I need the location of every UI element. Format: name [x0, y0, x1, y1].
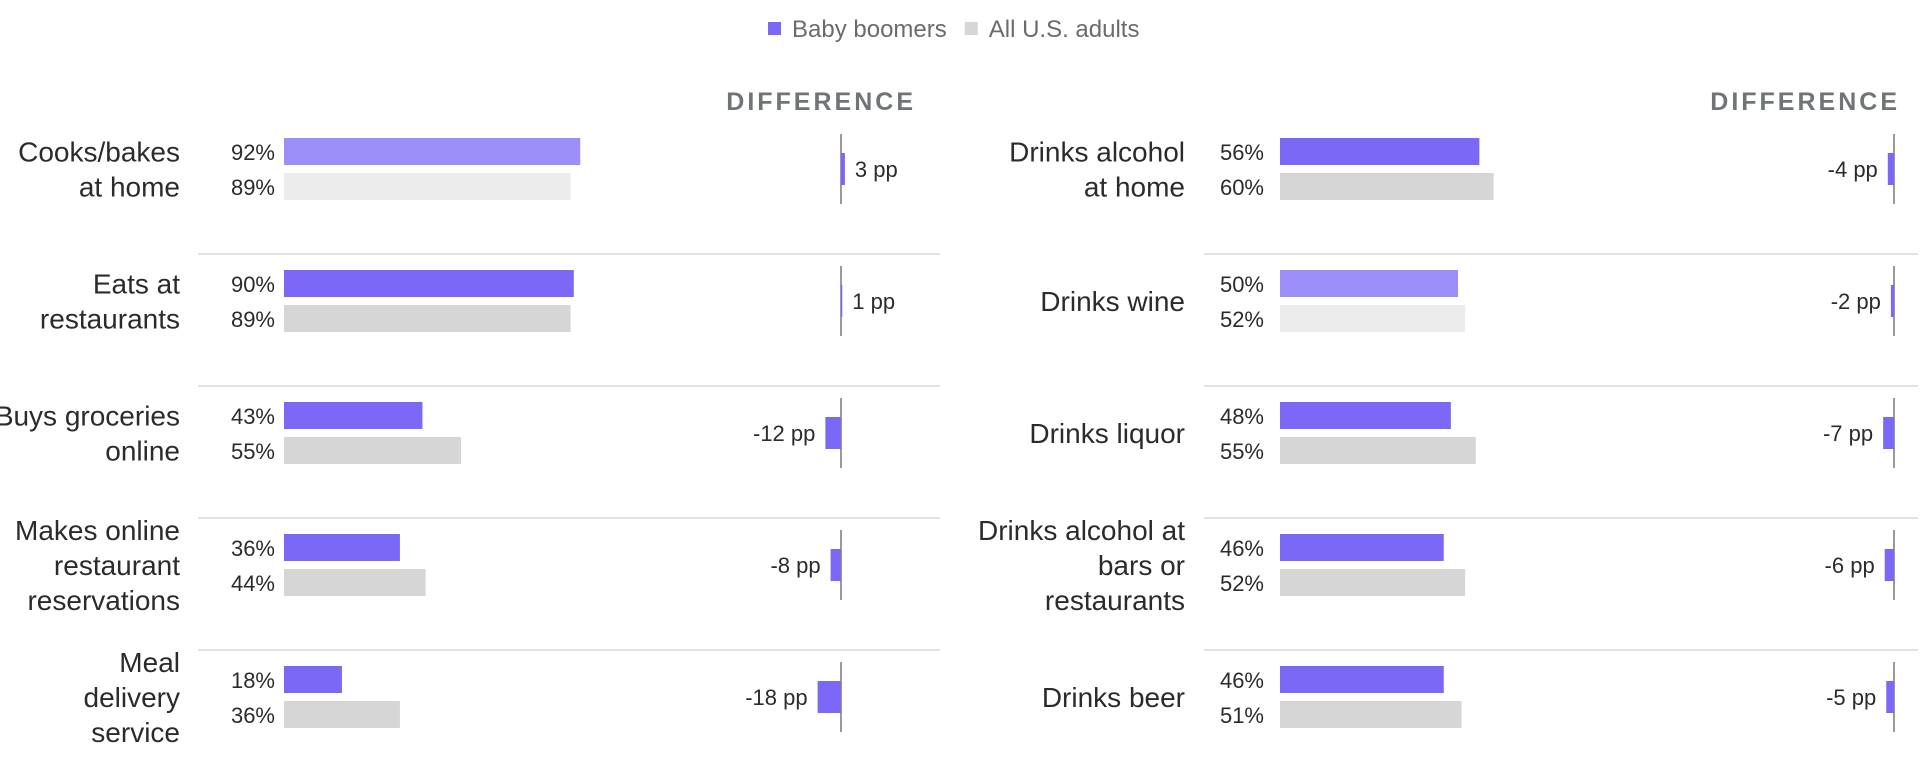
value-label-all-adults: 60%: [1220, 175, 1264, 200]
difference-label: -5 pp: [1826, 685, 1876, 710]
difference-label: -2 pp: [1831, 289, 1881, 314]
bar-baby-boomers: [284, 534, 400, 561]
row-makes-online-restaurant-reservations: Makes online restaurant reservations 36% 44%…: [15, 515, 842, 616]
category-label: Buys groceries online: [0, 401, 180, 467]
bar-all-adults: [1280, 437, 1476, 464]
value-label-all-adults: 55%: [231, 439, 275, 464]
bar-baby-boomers: [1280, 534, 1444, 561]
difference-bar: [841, 153, 845, 185]
value-label-baby-boomers: 50%: [1220, 272, 1264, 297]
bar-baby-boomers: [1280, 666, 1444, 693]
bar-baby-boomers: [1280, 402, 1451, 429]
difference-bar: [1890, 285, 1894, 317]
value-label-all-adults: 52%: [1220, 571, 1264, 596]
bar-baby-boomers: [284, 270, 574, 297]
bar-baby-boomers: [1280, 138, 1480, 165]
value-label-baby-boomers: 48%: [1220, 404, 1264, 429]
category-label: Drinks beer: [1042, 682, 1185, 713]
panel-1: DIFFERENCE Cooks/bakes at home 92% 89% 3 pp Ea…: [0, 88, 940, 748]
difference-label: -8 pp: [770, 553, 820, 578]
value-label-all-adults: 55%: [1220, 439, 1264, 464]
value-label-all-adults: 51%: [1220, 703, 1264, 728]
row-meal-delivery-service: Meal delivery service 18% 36% -18 pp: [84, 647, 842, 748]
difference-label: 1 pp: [852, 289, 895, 314]
row-drinks-alcohol-at-bars-or-restaurants: Drinks alcohol at bars or restaurants 46% 52…: [978, 515, 1895, 616]
difference-label: -6 pp: [1825, 553, 1875, 578]
value-label-baby-boomers: 46%: [1220, 536, 1264, 561]
bar-all-adults: [284, 701, 400, 728]
row-cooks-bakes-at-home: Cooks/bakes at home 92% 89% 3 pp: [18, 134, 898, 204]
category-label: Makes online restaurant reservations: [15, 515, 180, 616]
legend: Baby boomers All U.S. adults: [768, 16, 1139, 43]
legend-swatch-baby-boomers: [768, 22, 781, 35]
value-label-all-adults: 44%: [231, 571, 275, 596]
difference-header: DIFFERENCE: [726, 88, 916, 116]
bar-all-adults: [284, 569, 426, 596]
bar-all-adults: [284, 305, 571, 332]
panel-2: DIFFERENCE Drinks alcohol at home 56% 60% -4 …: [978, 88, 1918, 732]
value-label-baby-boomers: 56%: [1220, 140, 1264, 165]
value-label-all-adults: 89%: [231, 175, 275, 200]
chart-panels: DIFFERENCE Cooks/bakes at home 92% 89% 3 pp Ea…: [0, 88, 1918, 748]
difference-label: -18 pp: [745, 685, 807, 710]
bar-all-adults: [1280, 569, 1466, 596]
category-label: Drinks alcohol at bars or restaurants: [978, 515, 1185, 616]
category-label: Meal delivery service: [84, 647, 180, 748]
bar-baby-boomers: [284, 402, 423, 429]
row-drinks-beer: Drinks beer 46% 51% -5 pp: [1042, 662, 1895, 732]
difference-bar: [825, 417, 841, 449]
value-label-baby-boomers: 43%: [231, 404, 275, 429]
category-label: Eats at restaurants: [40, 269, 180, 335]
difference-bar: [841, 285, 843, 317]
bar-baby-boomers: [284, 666, 342, 693]
difference-bar: [1886, 681, 1894, 713]
legend-swatch-all-adults: [964, 22, 978, 35]
bar-all-adults: [284, 173, 571, 200]
row-drinks-alcohol-at-home: Drinks alcohol at home 56% 60% -4 pp: [1009, 134, 1895, 204]
bar-all-adults: [284, 437, 462, 464]
difference-label: -7 pp: [1823, 421, 1873, 446]
difference-bar: [817, 681, 841, 713]
bar-baby-boomers: [1280, 270, 1458, 297]
value-label-all-adults: 89%: [231, 307, 275, 332]
row-drinks-liquor: Drinks liquor 48% 55% -7 pp: [1029, 398, 1895, 468]
difference-bar: [1883, 417, 1894, 449]
bar-all-adults: [1280, 173, 1494, 200]
category-label: Cooks/bakes at home: [18, 137, 180, 203]
difference-header: DIFFERENCE: [1710, 88, 1900, 116]
value-label-all-adults: 52%: [1220, 307, 1264, 332]
difference-bar: [1887, 153, 1894, 185]
bar-all-adults: [1280, 701, 1462, 728]
row-buys-groceries-online: Buys groceries online 43% 55% -12 pp: [0, 398, 842, 468]
difference-label: -4 pp: [1828, 157, 1878, 182]
legend-label-all-adults: All U.S. adults: [989, 16, 1140, 43]
legend-label-baby-boomers: Baby boomers: [792, 16, 947, 43]
bar-baby-boomers: [284, 138, 581, 165]
category-label: Drinks wine: [1040, 286, 1185, 317]
difference-label: -12 pp: [753, 421, 815, 446]
difference-label: 3 pp: [855, 157, 898, 182]
value-label-baby-boomers: 46%: [1220, 668, 1264, 693]
value-label-baby-boomers: 36%: [231, 536, 275, 561]
category-label: Drinks alcohol at home: [1009, 137, 1185, 203]
category-label: Drinks liquor: [1029, 418, 1185, 449]
value-label-all-adults: 36%: [231, 703, 275, 728]
bar-all-adults: [1280, 305, 1466, 332]
value-label-baby-boomers: 18%: [231, 668, 275, 693]
difference-bar: [1884, 549, 1894, 581]
value-label-baby-boomers: 90%: [231, 272, 275, 297]
difference-bar: [830, 549, 841, 581]
row-eats-at-restaurants: Eats at restaurants 90% 89% 1 pp: [40, 266, 895, 336]
row-drinks-wine: Drinks wine 50% 52% -2 pp: [1040, 266, 1895, 336]
value-label-baby-boomers: 92%: [231, 140, 275, 165]
